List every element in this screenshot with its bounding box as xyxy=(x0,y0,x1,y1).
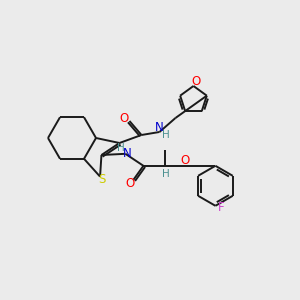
Text: O: O xyxy=(126,177,135,190)
Text: F: F xyxy=(218,201,225,214)
Text: O: O xyxy=(181,154,190,167)
Text: O: O xyxy=(192,76,201,88)
Text: O: O xyxy=(120,112,129,125)
Text: N: N xyxy=(155,122,164,134)
Text: H: H xyxy=(116,143,124,153)
Text: H: H xyxy=(161,169,169,179)
Text: S: S xyxy=(98,173,106,186)
Text: N: N xyxy=(123,147,132,160)
Text: H: H xyxy=(162,130,170,140)
